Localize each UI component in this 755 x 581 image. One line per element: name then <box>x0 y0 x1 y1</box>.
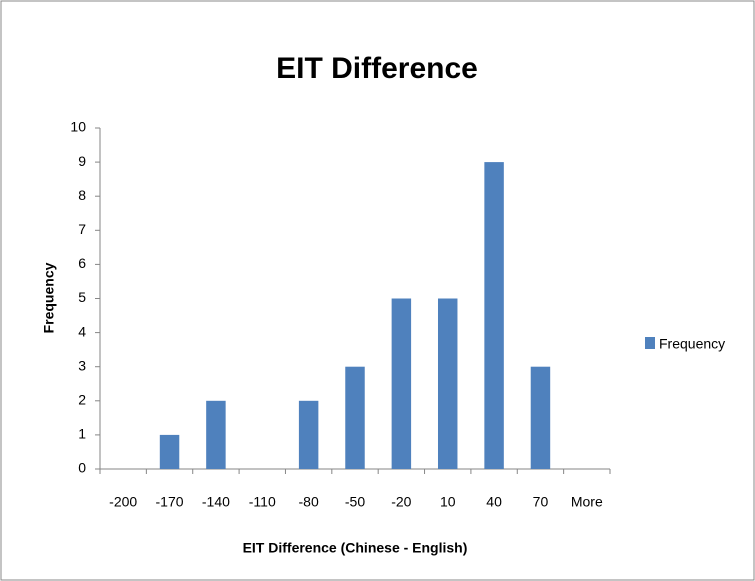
y-tick-label: 0 <box>78 460 86 476</box>
y-tick-label: 8 <box>78 187 86 203</box>
y-tick-label: 2 <box>78 392 86 408</box>
y-tick-label: 3 <box>78 357 86 373</box>
bar <box>345 366 365 469</box>
y-tick-label: 5 <box>78 289 86 305</box>
y-axis-label: Frequency <box>41 262 57 333</box>
bar <box>206 400 226 469</box>
x-tick-label: -80 <box>299 494 319 510</box>
y-tick-label: 6 <box>78 255 86 271</box>
x-tick-label: -170 <box>156 494 184 510</box>
x-tick-label: -110 <box>249 494 276 510</box>
bar <box>530 366 551 469</box>
bar <box>437 298 458 469</box>
legend-label: Frequency <box>659 336 725 352</box>
x-tick-label: 70 <box>533 494 549 510</box>
y-tick-label: 10 <box>70 119 86 135</box>
y-tick-label: 4 <box>78 323 86 339</box>
x-tick-label: 40 <box>486 494 502 510</box>
legend-swatch <box>645 337 655 349</box>
x-tick-label: -50 <box>345 494 365 510</box>
y-tick-label: 1 <box>78 426 86 442</box>
x-tick-label: 10 <box>440 494 456 510</box>
bar <box>484 162 504 469</box>
bar <box>391 298 412 469</box>
chart-title: EIT Difference <box>276 52 478 85</box>
x-tick-label: -200 <box>109 494 137 510</box>
bar <box>298 400 319 469</box>
x-axis-label: EIT Difference (Chinese - English) <box>243 540 468 556</box>
bar <box>159 434 180 469</box>
y-tick-label: 9 <box>78 153 86 169</box>
y-tick-label: 7 <box>78 221 86 237</box>
x-tick-label: -140 <box>202 494 230 510</box>
x-tick-label: -20 <box>391 494 411 510</box>
x-tick-label: More <box>571 494 603 510</box>
